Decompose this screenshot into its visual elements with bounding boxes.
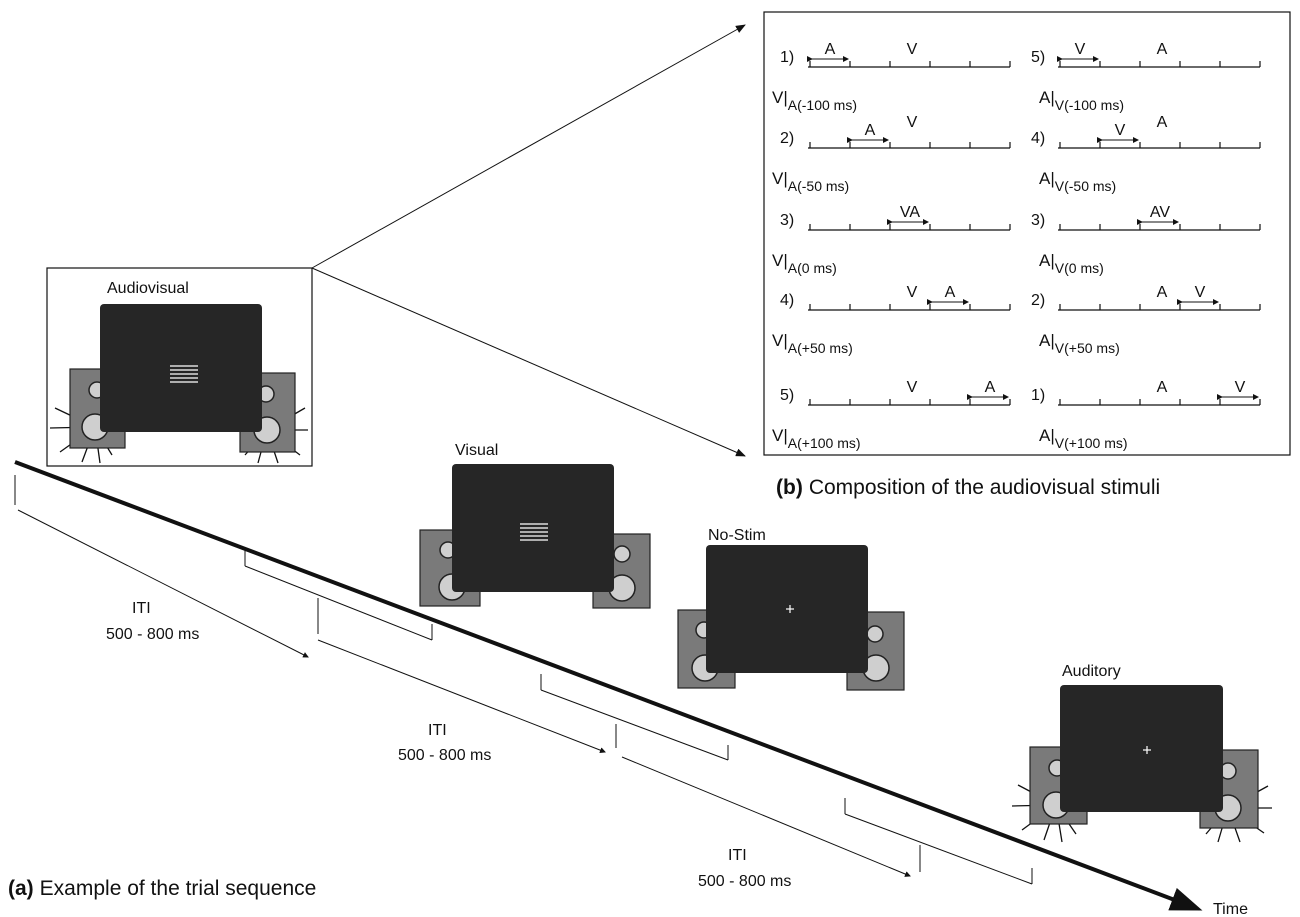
condition-sub: A(-100 ms) xyxy=(788,97,857,113)
condition-sub: V(+50 ms) xyxy=(1055,340,1120,356)
timeline-number: 5) xyxy=(1031,49,1045,66)
stimulus-label: No-Stim xyxy=(708,527,766,544)
iti-label: ITI xyxy=(132,600,151,617)
other-label: A xyxy=(1157,114,1168,131)
iti-label: ITI xyxy=(728,847,747,864)
caption-tag: (a) xyxy=(8,877,34,900)
timeline-number: 4) xyxy=(1031,130,1045,147)
arrow-label: A xyxy=(865,122,876,139)
iti-label: ITI xyxy=(428,722,447,739)
auditory-setup xyxy=(1012,685,1272,842)
other-label: A xyxy=(1157,379,1168,396)
panel-b-frame xyxy=(764,12,1290,455)
caption-b: (b) Composition of the audiovisual stimul… xyxy=(776,476,1160,499)
timeline-number: 2) xyxy=(780,130,794,147)
caption-text: Composition of the audiovisual stimuli xyxy=(809,476,1160,499)
time-label: Time xyxy=(1213,901,1248,917)
condition-sub: A(+50 ms) xyxy=(788,340,853,356)
timeline-number: 4) xyxy=(780,292,794,309)
condition-main: A| xyxy=(1039,88,1055,107)
no-stim-setup xyxy=(678,545,904,690)
condition-sub: A(+100 ms) xyxy=(788,435,861,451)
diagram: Time ITI 500 - 800 ms ITI 500 - 800 ms I… xyxy=(0,0,1300,917)
timeline-number: 1) xyxy=(1031,387,1045,404)
condition-main: V| xyxy=(772,426,788,445)
iti-range: 500 - 800 ms xyxy=(106,626,199,643)
arrow-label: A xyxy=(985,379,996,396)
condition-main: A| xyxy=(1039,169,1055,188)
other-label: V xyxy=(907,114,918,131)
arrow-label: V xyxy=(1115,122,1126,139)
condition-main: V| xyxy=(772,251,788,270)
stimulus-label: Visual xyxy=(455,442,498,459)
arrow-label: A xyxy=(825,41,836,58)
condition-sub: A(-50 ms) xyxy=(788,178,849,194)
iti-range: 500 - 800 ms xyxy=(698,873,791,890)
caption-a: (a) Example of the trial sequence xyxy=(8,877,316,900)
condition-sub: V(0 ms) xyxy=(1055,260,1104,276)
other-label: V xyxy=(907,379,918,396)
condition-main: A| xyxy=(1039,426,1055,445)
other-label: V xyxy=(907,284,918,301)
condition-main: A| xyxy=(1039,251,1055,270)
condition-main: V| xyxy=(772,331,788,350)
iti-range: 500 - 800 ms xyxy=(398,747,491,764)
stimulus-label: Audiovisual xyxy=(107,280,189,297)
arrow-label: AV xyxy=(1150,204,1170,221)
caption-text: Example of the trial sequence xyxy=(40,877,317,900)
other-label: V xyxy=(907,41,918,58)
timeline-number: 3) xyxy=(1031,212,1045,229)
caption-tag: (b) xyxy=(776,476,803,499)
condition-sub: V(-50 ms) xyxy=(1055,178,1116,194)
condition-sub: V(+100 ms) xyxy=(1055,435,1128,451)
timeline-number: 2) xyxy=(1031,292,1045,309)
arrow-label: V xyxy=(1075,41,1086,58)
visual-setup xyxy=(420,464,650,608)
condition-sub: V(-100 ms) xyxy=(1055,97,1124,113)
timeline-number: 1) xyxy=(780,49,794,66)
other-label: A xyxy=(1157,41,1168,58)
other-label: A xyxy=(1157,284,1168,301)
condition-main: V| xyxy=(772,169,788,188)
zoom-arrow xyxy=(312,25,745,268)
timeline-number: 5) xyxy=(780,387,794,404)
timeline-number: 3) xyxy=(780,212,794,229)
condition-main: A| xyxy=(1039,331,1055,350)
zoom-arrow xyxy=(312,268,745,456)
arrow-label: A xyxy=(945,284,956,301)
arrow-label: V xyxy=(1195,284,1206,301)
arrow-label: V xyxy=(1235,379,1246,396)
condition-sub: A(0 ms) xyxy=(788,260,837,276)
arrow-label: VA xyxy=(900,204,920,221)
stimulus-label: Auditory xyxy=(1062,663,1121,680)
condition-main: V| xyxy=(772,88,788,107)
